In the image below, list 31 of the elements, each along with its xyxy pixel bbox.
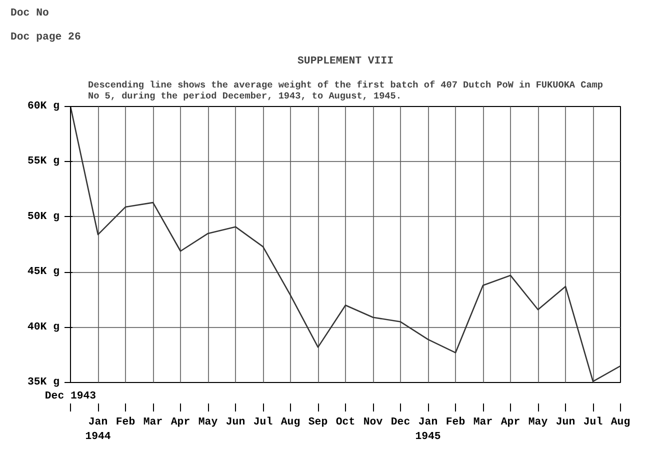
x-tick-label: Apr: [500, 416, 520, 428]
y-tick-label: 40K g: [28, 321, 60, 334]
x-tick-label: Jul: [253, 416, 273, 428]
y-tick-label: 35K g: [28, 376, 60, 388]
chart-subtitle: Descending line shows the average weight of the first batch of 407 Dutch PoW in FUKUOKA Camp No 5, during the period December, 1943, to August, 1945.: [88, 80, 604, 102]
chart-title: SUPPLEMENT VIII: [298, 56, 394, 68]
x-tick-label: Mar: [143, 416, 163, 428]
x-tick-label: Oct: [336, 416, 356, 428]
x-tick-label: Dec 1943: [44, 390, 96, 402]
x-tick-label: Sep: [308, 416, 328, 428]
x-tick-label: Jul: [583, 416, 603, 428]
x-tick-label: Jun: [556, 416, 576, 428]
y-tick-label: 60K g: [28, 100, 60, 112]
x-tick-label: Jan 1944: [85, 416, 112, 443]
x-tick-label: May: [528, 416, 548, 428]
x-tick-label: Nov: [363, 416, 384, 428]
x-tick-label: Apr: [170, 416, 190, 428]
y-tick-label: 45K g: [28, 266, 60, 278]
x-tick-label: Jun: [226, 416, 246, 428]
x-tick-label: Dec: [390, 416, 410, 428]
y-tick-label: 55K g: [28, 156, 60, 168]
x-tick-label: Feb: [116, 416, 136, 428]
x-tick-label: Jan 1945: [415, 416, 441, 443]
text: Doc No: [10, 8, 49, 20]
x-tick-label: Feb: [446, 416, 466, 428]
text: Doc page 26: [10, 32, 81, 44]
y-tick-label: 50K g: [28, 210, 60, 223]
x-tick-label: May: [198, 416, 218, 428]
x-tick-label: Mar: [473, 416, 493, 428]
x-tick-label: Aug: [280, 416, 300, 428]
x-tick-label: Aug: [610, 416, 630, 428]
